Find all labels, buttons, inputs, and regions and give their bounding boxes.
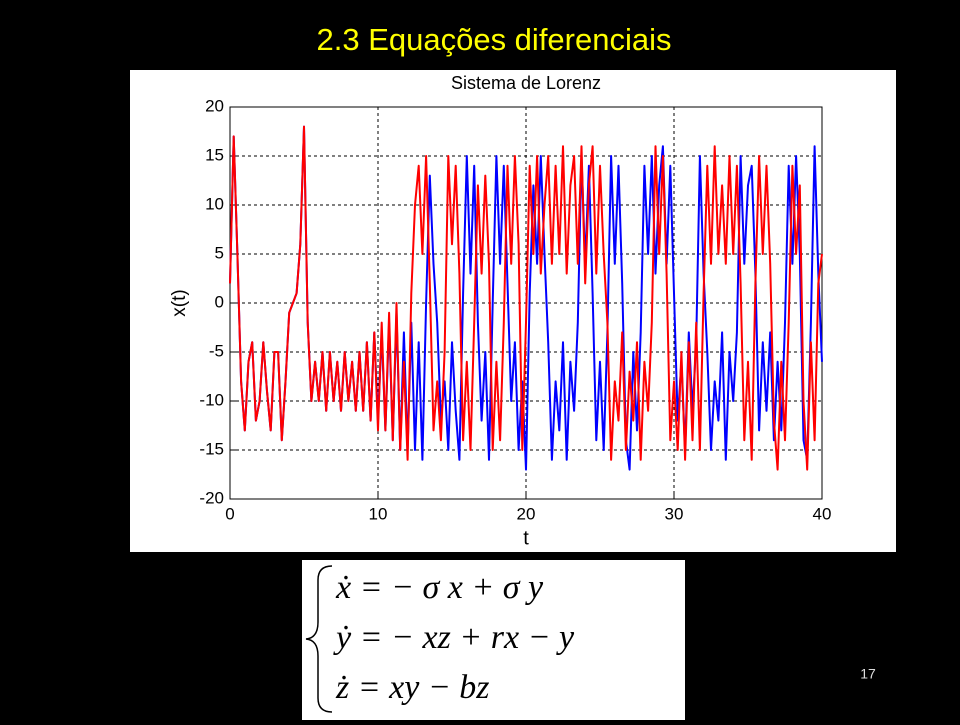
y-tick-label: -5 bbox=[209, 341, 224, 360]
plot-area: -20 -15 -10 -5 0 5 10 15 20 0 10 20 30 40 bbox=[199, 96, 831, 523]
x-tick-label: 30 bbox=[665, 504, 684, 523]
y-tick-label: -20 bbox=[199, 488, 224, 507]
equation: ẏ = − xz + rx − y bbox=[333, 619, 575, 656]
slide-title: 2.3 Equações diferenciais bbox=[316, 22, 671, 57]
x-tick-label: 40 bbox=[813, 504, 832, 523]
chart-title: Sistema de Lorenz bbox=[451, 73, 601, 93]
y-tick-label: 10 bbox=[205, 194, 224, 213]
y-tick-label: 20 bbox=[205, 96, 224, 115]
y-tick-label: -15 bbox=[199, 439, 224, 458]
chart-panel bbox=[130, 70, 896, 552]
y-tick-label: 5 bbox=[215, 243, 224, 262]
equation: ż = xy − bz bbox=[335, 669, 490, 706]
axes-frame bbox=[229, 106, 823, 500]
y-tick-label: -10 bbox=[199, 390, 224, 409]
y-tick-label: 15 bbox=[205, 145, 224, 164]
equation-box bbox=[302, 560, 685, 720]
page-number: 17 bbox=[860, 666, 876, 682]
brace bbox=[305, 565, 333, 713]
x-axis-label: t bbox=[523, 527, 529, 549]
x-tick-label: 20 bbox=[517, 504, 536, 523]
data-line bbox=[229, 125, 823, 471]
y-axis-label: x(t) bbox=[169, 289, 190, 316]
x-tick-label: 10 bbox=[369, 504, 388, 523]
y-tick-label: 0 bbox=[215, 292, 224, 311]
equation: ẋ = − σ x + σ y bbox=[335, 569, 544, 606]
x-tick-label: 0 bbox=[225, 504, 234, 523]
